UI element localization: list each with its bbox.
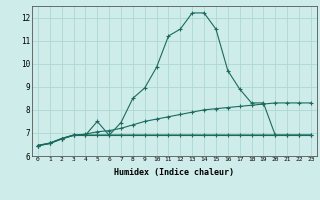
X-axis label: Humidex (Indice chaleur): Humidex (Indice chaleur) (115, 168, 234, 177)
